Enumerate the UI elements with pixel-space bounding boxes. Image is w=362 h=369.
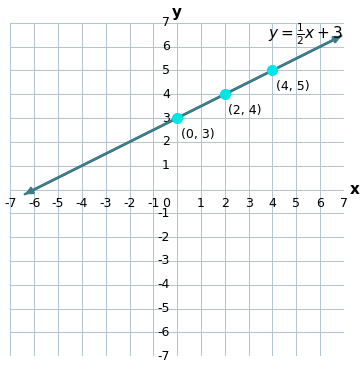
Text: -2: -2 bbox=[123, 197, 136, 210]
Text: -4: -4 bbox=[157, 278, 170, 291]
Text: -7: -7 bbox=[157, 350, 170, 363]
Text: -3: -3 bbox=[157, 255, 170, 268]
Text: 4: 4 bbox=[269, 197, 276, 210]
Text: 7: 7 bbox=[162, 16, 170, 29]
Text: 3: 3 bbox=[245, 197, 253, 210]
Text: 2: 2 bbox=[162, 135, 170, 148]
Text: 1: 1 bbox=[162, 159, 170, 172]
Text: -4: -4 bbox=[76, 197, 88, 210]
Text: 6: 6 bbox=[162, 40, 170, 53]
Text: -5: -5 bbox=[157, 302, 170, 315]
Text: x: x bbox=[350, 182, 359, 197]
Text: -1: -1 bbox=[157, 207, 170, 220]
Text: 5: 5 bbox=[162, 64, 170, 77]
Text: 0: 0 bbox=[162, 197, 170, 210]
Text: 4: 4 bbox=[162, 88, 170, 101]
Text: 6: 6 bbox=[316, 197, 324, 210]
Text: (0, 3): (0, 3) bbox=[181, 128, 214, 141]
Text: -2: -2 bbox=[157, 231, 170, 244]
Text: (2, 4): (2, 4) bbox=[228, 104, 262, 117]
Text: (4, 5): (4, 5) bbox=[276, 80, 310, 93]
Text: -3: -3 bbox=[100, 197, 112, 210]
Text: 2: 2 bbox=[221, 197, 229, 210]
Text: $y = \frac{1}{2}x + 3$: $y = \frac{1}{2}x + 3$ bbox=[268, 22, 343, 48]
Text: -6: -6 bbox=[28, 197, 41, 210]
Text: y: y bbox=[172, 4, 182, 20]
Text: 7: 7 bbox=[340, 197, 348, 210]
Text: 3: 3 bbox=[162, 111, 170, 125]
Text: -1: -1 bbox=[147, 197, 160, 210]
Text: -7: -7 bbox=[4, 197, 17, 210]
Text: 1: 1 bbox=[197, 197, 205, 210]
Text: 5: 5 bbox=[292, 197, 300, 210]
Text: -5: -5 bbox=[52, 197, 64, 210]
Text: -6: -6 bbox=[157, 326, 170, 339]
